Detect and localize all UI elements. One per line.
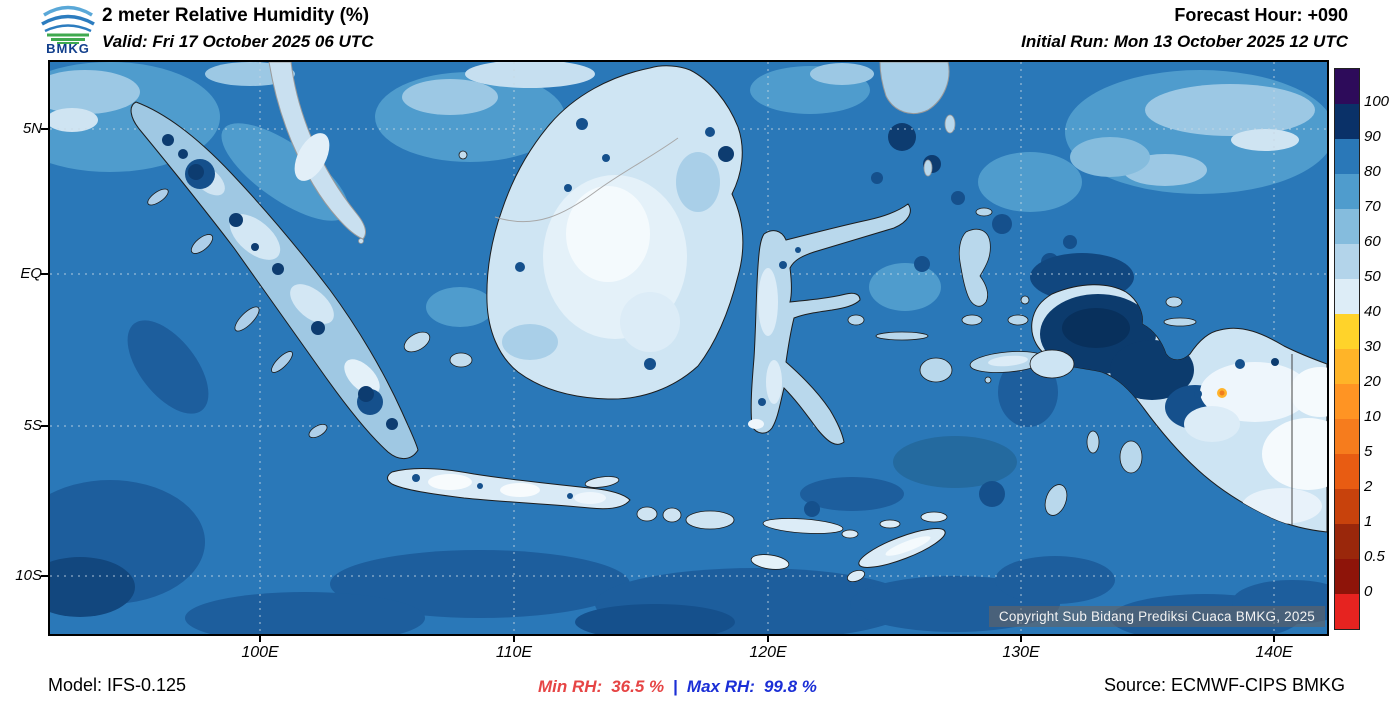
source-label: Source: ECMWF-CIPS BMKG	[1103, 675, 1345, 695]
lat-tick	[41, 575, 48, 577]
lon-tick	[513, 636, 515, 642]
colorbar-segment	[1335, 489, 1359, 524]
lat-label-5s: 5S	[23, 417, 42, 434]
island-papua	[1029, 284, 1327, 533]
colorbar-label: 0	[1364, 583, 1373, 600]
model-label: Model: IFS-0.125	[48, 675, 187, 695]
colorbar-segment	[1335, 559, 1359, 594]
lon-tick	[1020, 636, 1022, 642]
copyright-overlay: Copyright Sub Bidang Prediksi Cuaca BMKG…	[988, 606, 1325, 627]
colorbar-label: 40	[1364, 303, 1381, 320]
valid-time-label: Valid: Fri 17 October 2025 06 UTC	[102, 32, 374, 51]
max-rh-value: 99.8 %	[763, 677, 817, 696]
island-sumatra	[130, 101, 473, 459]
colorbar-label: 100	[1364, 93, 1390, 110]
landmass-malay-peninsula	[268, 62, 366, 244]
bmkg-logo-graphic	[41, 5, 95, 44]
colorbar-segment	[1335, 524, 1359, 559]
island-borneo	[458, 65, 744, 400]
gridlines	[50, 62, 1327, 634]
lon-tick	[767, 636, 769, 642]
colorbar-label: 0.5	[1364, 548, 1385, 565]
page-title: 2 meter Relative Humidity (%)	[102, 5, 370, 26]
lon-label-120e: 120E	[749, 644, 787, 661]
island-java-lesser-sundas	[387, 467, 948, 583]
colorbar-segment	[1335, 419, 1359, 454]
colorbar-label: 90	[1364, 128, 1381, 145]
colorbar-segment	[1335, 104, 1359, 139]
colorbar-label: 30	[1364, 338, 1381, 355]
colorbar-segment	[1335, 244, 1359, 279]
lat-label-5n: 5N	[22, 120, 42, 137]
lon-label-130e: 130E	[1002, 644, 1040, 661]
colorbar-segment	[1335, 139, 1359, 174]
landmass-mindanao	[879, 62, 956, 177]
minmax-separator: |	[673, 677, 678, 696]
max-rh-label: Max RH:	[686, 677, 755, 696]
ocean-light-patches	[50, 62, 1327, 327]
colorbar-segment	[1335, 454, 1359, 489]
map-frame	[48, 60, 1329, 636]
lon-label-140e: 140E	[1255, 644, 1293, 661]
lon-tick	[259, 636, 261, 642]
islands-maluku	[847, 207, 1047, 384]
colorbar-labels: 100 90 80 70 60 50 40 30 20 10 5 2 1 0.5 0	[1364, 68, 1400, 628]
colorbar-label: 10	[1364, 408, 1381, 425]
bmkg-logo-label: BMKG	[46, 41, 90, 56]
colorbar-segment	[1335, 384, 1359, 419]
min-rh-label: Min RH:	[538, 677, 603, 696]
colorbar-segment	[1335, 69, 1359, 104]
colorbar-label: 1	[1364, 513, 1373, 530]
colorbar-label: 80	[1364, 163, 1381, 180]
lon-label-100e: 100E	[241, 644, 279, 661]
colorbar-segment	[1335, 209, 1359, 244]
lat-tick	[41, 128, 48, 130]
colorbar-segment	[1335, 594, 1359, 629]
colorbar-segment	[1335, 174, 1359, 209]
lat-label-eq: EQ	[20, 265, 42, 282]
ocean-dark-patches	[50, 123, 1327, 634]
colorbar-label: 20	[1364, 373, 1381, 390]
initial-run-label: Initial Run: Mon 13 October 2025 12 UTC	[1021, 32, 1348, 51]
colorbar-label: 50	[1364, 268, 1381, 285]
lon-tick	[1273, 636, 1275, 642]
colorbar-label: 2	[1364, 478, 1373, 495]
colorbar-segment	[1335, 314, 1359, 349]
min-rh-value: 36.5 %	[611, 677, 665, 696]
colorbar-segment	[1335, 349, 1359, 384]
colorbar-segment	[1335, 279, 1359, 314]
lon-label-110e: 110E	[495, 644, 533, 661]
forecast-hour-label: Forecast Hour: +090	[1174, 5, 1348, 25]
humidity-map	[50, 62, 1327, 634]
bmkg-logo-icon	[40, 2, 96, 60]
island-sulawesi	[748, 203, 911, 445]
minmax-row: Min RH: 36.5 % | Max RH: 99.8 %	[538, 677, 817, 697]
colorbar-segments	[1334, 68, 1360, 630]
lat-tick	[41, 273, 48, 275]
colorbar-label: 70	[1364, 198, 1381, 215]
colorbar-label: 5	[1364, 443, 1373, 460]
lat-tick	[41, 425, 48, 427]
colorbar-label: 60	[1364, 233, 1381, 250]
lat-label-10s: 10S	[15, 567, 42, 584]
